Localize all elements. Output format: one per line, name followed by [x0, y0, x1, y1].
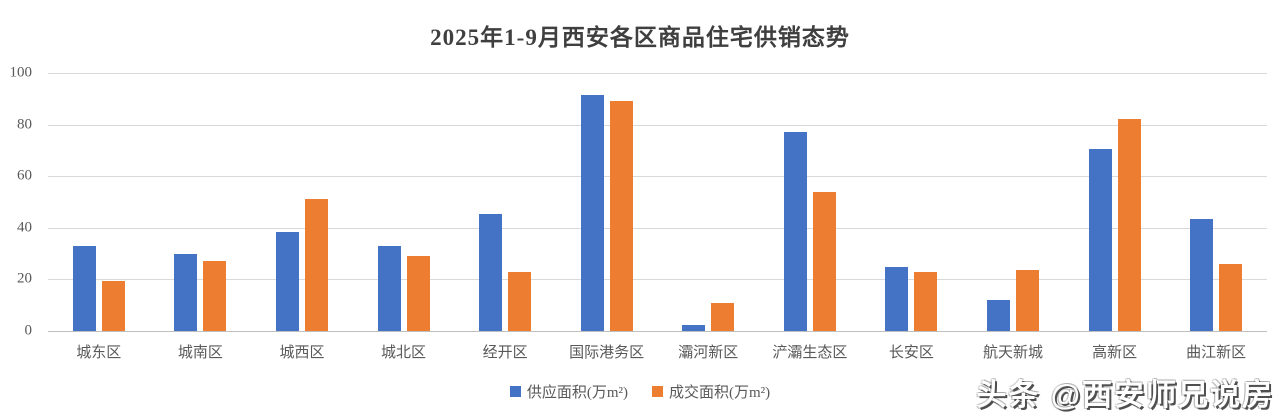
gridline: [48, 176, 1267, 178]
x-axis-category-label: 高新区: [1092, 345, 1138, 361]
legend-swatch-icon: [509, 386, 521, 397]
legend-item-supply: 供应面积(万m²): [509, 381, 628, 402]
x-axis-category-label: 航天新城: [982, 345, 1043, 361]
bar-group: [657, 73, 759, 331]
x-axis-category-label: 城南区: [177, 345, 223, 361]
supply-bar: [275, 231, 299, 331]
y-axis-tick-label: 0: [24, 322, 33, 339]
gridline: [48, 227, 1267, 229]
y-axis-tick-label: 20: [17, 270, 32, 287]
supply-bar: [682, 324, 706, 331]
bar-group: [1064, 73, 1166, 331]
supply-bar: [986, 300, 1010, 331]
transaction-bar: [711, 302, 735, 331]
x-axis-category-label: 城西区: [279, 345, 325, 361]
y-axis-tick-label: 60: [17, 167, 32, 184]
x-axis-category-label: 浐灞生态区: [772, 345, 848, 361]
gridline: [48, 124, 1267, 126]
bars-layer: [48, 73, 1267, 331]
bar-group: [861, 73, 963, 331]
watermark: 头条 @西安师兄说房: [976, 379, 1274, 412]
supply-bar: [783, 132, 807, 331]
legend: 供应面积(万m²) 成交面积(万m²): [0, 381, 1280, 402]
transaction-bar: [304, 199, 328, 331]
transaction-bar: [1015, 270, 1039, 331]
legend-swatch-icon: [652, 386, 663, 397]
supply-bar: [377, 245, 401, 331]
bar-group: [353, 73, 455, 331]
transaction-bar: [812, 191, 836, 331]
legend-label: 供应面积(万m²): [526, 385, 628, 401]
x-axis-category-label: 曲江新区: [1186, 345, 1247, 361]
gridline: [48, 279, 1267, 281]
supply-bar: [580, 94, 604, 331]
supply-bar: [885, 266, 909, 331]
x-axis-category-label: 城东区: [76, 345, 122, 361]
supply-bar: [1190, 218, 1214, 331]
bar-group: [556, 73, 658, 331]
supply-bar: [174, 253, 198, 331]
bar-group: [48, 73, 150, 331]
y-axis-tick-label: 100: [9, 64, 33, 81]
x-axis-category-label: 经开区: [482, 345, 528, 361]
transaction-bar: [914, 271, 938, 331]
bar-group: [150, 73, 252, 331]
transaction-bar: [203, 261, 227, 331]
bar-group: [1165, 73, 1267, 331]
gridline: [48, 73, 1267, 74]
legend-item-transaction: 成交面积(万m²): [652, 381, 770, 402]
bar-group: [962, 73, 1064, 331]
bar-group: [251, 73, 353, 331]
x-axis-category-label: 国际港务区: [569, 345, 645, 361]
transaction-bar: [1117, 119, 1141, 331]
transaction-bar: [1219, 263, 1243, 331]
plot-area: 0 20 40 60 80 100: [10, 65, 1267, 339]
supply-bar: [72, 245, 96, 331]
bar-group: [454, 73, 556, 331]
legend-label: 成交面积(万m²): [669, 385, 771, 401]
bar-group: [759, 73, 861, 331]
x-axis-category-label: 长安区: [888, 345, 934, 361]
transaction-bar: [406, 256, 430, 331]
chart-title: 2025年1-9月西安各区商品住宅供销态势: [430, 25, 850, 50]
x-axis-category-label: 灞河新区: [678, 345, 739, 361]
y-axis-tick-label: 80: [17, 116, 32, 133]
y-axis-tick-label: 40: [17, 219, 32, 236]
supply-bar: [1088, 149, 1112, 331]
x-axis-category-label: 城北区: [381, 345, 427, 361]
supply-bar: [479, 213, 503, 331]
x-axis-labels: 城东区 城南区 城西区 城北区 经开区 国际港务区 灞河新区 浐灞生态区 长安区 航天新城 高新区 曲…: [48, 341, 1267, 362]
transaction-bar: [508, 271, 532, 331]
transaction-bar: [101, 280, 125, 331]
gridline: [48, 331, 1267, 332]
transaction-bar: [609, 101, 633, 331]
